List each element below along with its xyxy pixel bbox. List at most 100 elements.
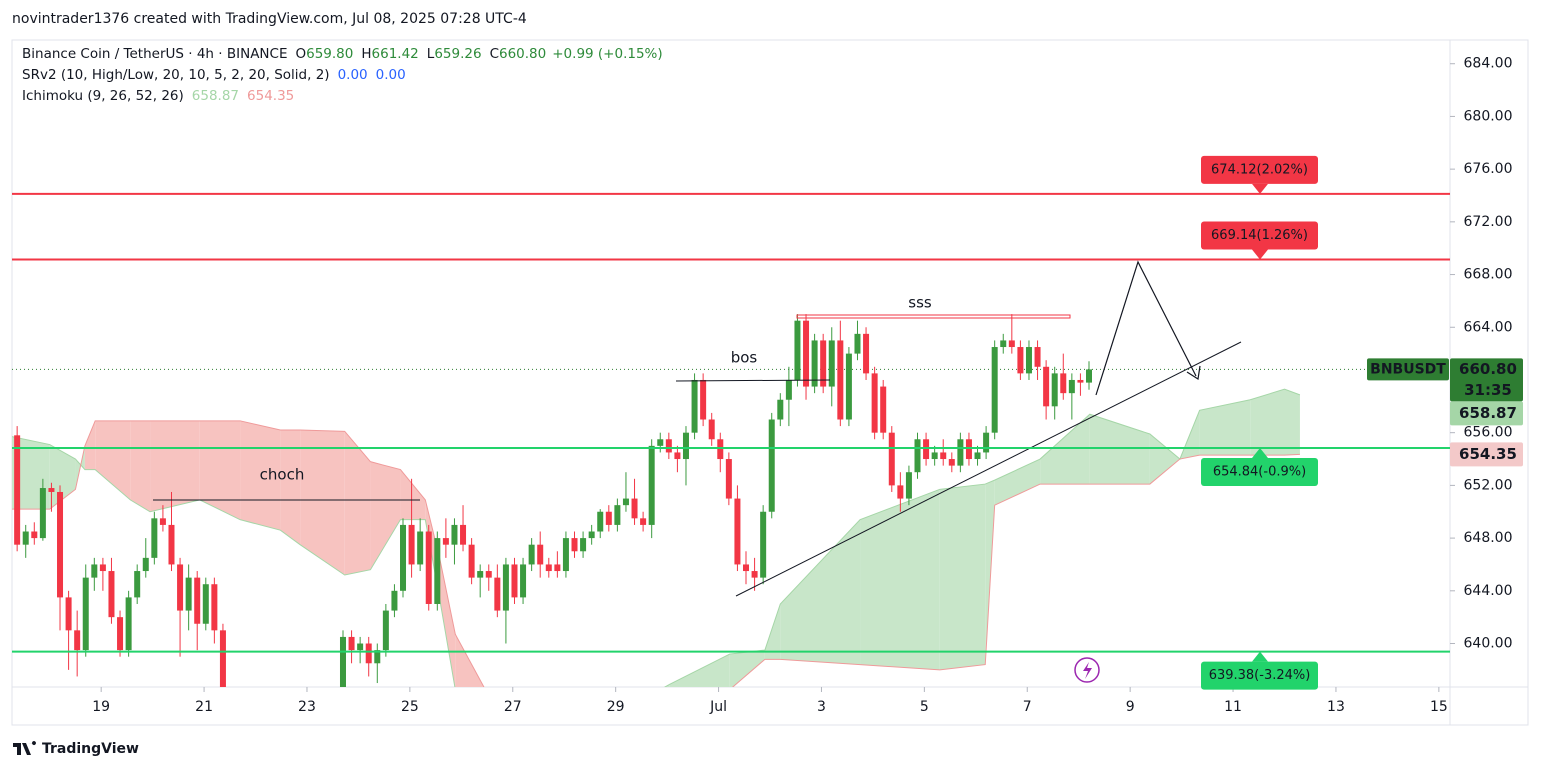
change: +0.99 (+0.15%) bbox=[552, 46, 662, 62]
candle-body bbox=[725, 459, 732, 499]
cloud-value-label: 654.35 bbox=[1459, 445, 1517, 463]
candle-body bbox=[74, 630, 81, 651]
cloud-span_a bbox=[12, 388, 1301, 687]
candle-body bbox=[417, 531, 424, 565]
candle-body bbox=[674, 452, 681, 460]
candle-body bbox=[940, 452, 947, 460]
level-label: 654.84(-0.9%) bbox=[1213, 464, 1306, 479]
candle-body bbox=[382, 610, 389, 651]
x-tick-label: 11 bbox=[1224, 699, 1242, 715]
candle-body bbox=[108, 571, 115, 618]
candle-body bbox=[391, 590, 398, 611]
candle-body bbox=[1068, 379, 1075, 394]
candle-body bbox=[323, 703, 329, 710]
cloud-value-box bbox=[1450, 442, 1523, 467]
candle-body bbox=[185, 577, 192, 611]
ohlc-value: 659.26 bbox=[434, 46, 481, 62]
cloud-value-box bbox=[1450, 401, 1523, 426]
ohlc-value: 660.80 bbox=[499, 46, 546, 62]
candle-body bbox=[22, 531, 29, 545]
candle-body bbox=[425, 531, 432, 604]
x-tick-label: 29 bbox=[607, 699, 625, 715]
candle-body bbox=[1085, 369, 1093, 383]
candle-body bbox=[142, 557, 149, 572]
bos-label: bos bbox=[731, 349, 758, 367]
event-bolt bbox=[1083, 662, 1092, 679]
candle-body bbox=[460, 524, 467, 545]
candle-body bbox=[845, 353, 852, 420]
indicator-name: Ichimoku (9, 26, 52, 26) bbox=[22, 88, 184, 104]
plot bbox=[12, 314, 1450, 742]
candle-body bbox=[983, 432, 990, 453]
candle-body bbox=[99, 564, 106, 572]
candle-body bbox=[39, 488, 46, 539]
candle-body bbox=[760, 511, 767, 578]
candle-body bbox=[159, 518, 166, 525]
indicator-legend: Ichimoku (9, 26, 52, 26) 658.87 654.35 bbox=[22, 88, 294, 104]
x-tick-label: Jul bbox=[709, 699, 727, 715]
candle-body bbox=[1077, 379, 1084, 383]
cloud-segment bbox=[95, 420, 131, 500]
sss-label: sss bbox=[908, 294, 932, 312]
x-tick-label: 21 bbox=[195, 699, 213, 715]
last-price-label: 660.80 bbox=[1459, 360, 1517, 378]
candle-body bbox=[554, 564, 561, 572]
cloud-segment bbox=[400, 469, 426, 520]
path-arrow bbox=[1095, 260, 1197, 396]
candle-body bbox=[965, 439, 972, 460]
candle-body bbox=[931, 452, 938, 460]
cloud-segment bbox=[49, 444, 76, 510]
cloud-segment bbox=[1089, 414, 1150, 485]
trendline bbox=[735, 341, 1242, 597]
event-icon[interactable] bbox=[1074, 657, 1100, 683]
x-tick-label: 9 bbox=[1126, 699, 1135, 715]
ohlc-key: H bbox=[361, 46, 371, 62]
cloud-segment bbox=[669, 654, 730, 687]
candle-body bbox=[1017, 347, 1024, 374]
x-tick-label: 25 bbox=[401, 699, 419, 715]
cloud-segment bbox=[439, 559, 456, 687]
candle-body bbox=[914, 439, 921, 473]
chart-frame bbox=[11, 39, 1529, 726]
candle-body bbox=[854, 333, 861, 354]
candle-body bbox=[631, 498, 638, 519]
y-tick-label: 680.00 bbox=[1464, 108, 1513, 124]
cloud-segment bbox=[130, 420, 151, 512]
symbol: Binance Coin / TetherUS · 4h · BINANCE bbox=[22, 46, 287, 62]
candle-body bbox=[682, 432, 689, 460]
cloud-segment bbox=[780, 519, 861, 665]
candle-body bbox=[1000, 340, 1007, 348]
candle-body bbox=[271, 729, 277, 742]
indicator-value: 0.00 bbox=[338, 67, 368, 83]
candle-body bbox=[785, 379, 792, 400]
candle-body bbox=[177, 564, 184, 611]
candle-body bbox=[31, 531, 38, 539]
y-tick-label: 652.00 bbox=[1464, 477, 1513, 493]
y-tick-label: 664.00 bbox=[1464, 319, 1513, 335]
y-tick-label: 672.00 bbox=[1464, 214, 1513, 230]
candle-body bbox=[743, 564, 750, 572]
candle-body bbox=[803, 320, 810, 387]
x-tick-label: 7 bbox=[1023, 699, 1032, 715]
cloud-segment bbox=[150, 420, 200, 512]
candle-body bbox=[614, 505, 621, 525]
candle-body bbox=[494, 577, 501, 611]
sss-line bbox=[796, 314, 1071, 319]
x-tick-label: 23 bbox=[298, 699, 316, 715]
y-tick-label: 640.00 bbox=[1464, 636, 1513, 652]
candle-body bbox=[502, 564, 509, 611]
cloud-segment bbox=[84, 420, 96, 470]
candle-body bbox=[246, 723, 252, 730]
candle-body bbox=[57, 491, 64, 598]
candle-body bbox=[219, 630, 226, 687]
credit: novintrader1376 created with TradingView… bbox=[12, 11, 527, 27]
candle-body bbox=[768, 419, 775, 512]
candle-body bbox=[339, 636, 346, 687]
brand-logo bbox=[13, 741, 36, 755]
y-tick-label: 644.00 bbox=[1464, 583, 1513, 599]
candle-body bbox=[1025, 347, 1032, 374]
candle-body bbox=[297, 716, 303, 729]
candle-body bbox=[168, 524, 175, 565]
candle-body bbox=[622, 498, 629, 506]
